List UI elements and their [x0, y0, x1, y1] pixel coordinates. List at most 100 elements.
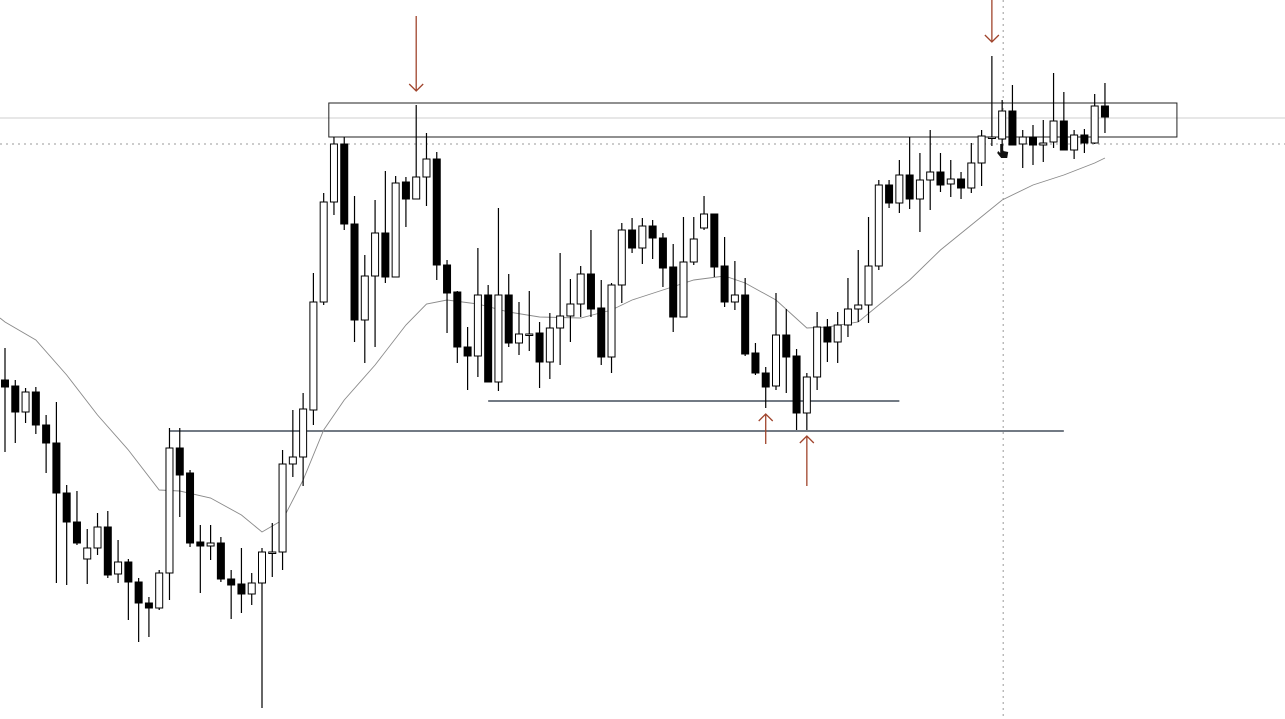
bullish-candle-body	[371, 232, 380, 277]
bullish-candle-body	[258, 551, 266, 584]
bullish-candle-body	[165, 447, 174, 574]
bullish-candle-body	[319, 201, 328, 303]
bearish-candle-body	[11, 385, 20, 413]
bullish-candle-body	[895, 174, 904, 204]
bearish-candle-body	[484, 294, 493, 383]
bearish-candle-body	[597, 307, 606, 358]
bearish-candle-body	[134, 581, 143, 604]
arrowhead-icon	[758, 413, 774, 422]
bearish-candle-body	[216, 542, 225, 580]
bullish-candle-body	[977, 135, 986, 164]
bullish-candle-body	[987, 136, 996, 139]
bearish-candle-body	[669, 266, 678, 318]
bearish-candle-body	[957, 178, 966, 189]
bearish-candle-body	[350, 223, 359, 321]
bullish-candle-body	[854, 304, 863, 310]
bearish-candle-body	[1059, 120, 1068, 151]
bearish-candle-body	[31, 391, 40, 426]
bearish-candle-body	[648, 225, 657, 239]
bullish-candle-body	[1070, 134, 1079, 151]
bullish-candle-body	[772, 334, 780, 387]
bearish-candle-body	[1029, 136, 1037, 146]
bullish-candle-body	[946, 178, 955, 185]
bearish-candle-body	[432, 158, 441, 266]
bullish-candle-body	[576, 273, 585, 305]
bullish-candle-body	[1049, 120, 1058, 143]
bullish-candle-body	[617, 229, 626, 286]
bullish-candle-body	[967, 162, 976, 189]
bearish-candle-body	[1080, 134, 1089, 144]
bullish-candle-body	[155, 572, 164, 609]
moving-average-line	[0, 157, 1106, 533]
bullish-candle-body	[473, 294, 482, 357]
bullish-candle-body	[278, 463, 287, 553]
bearish-candle-body	[463, 346, 472, 357]
bullish-candle-body	[545, 327, 554, 363]
bearish-candle-body	[453, 291, 462, 348]
bullish-candle-body	[422, 158, 431, 178]
arrowhead-icon	[799, 435, 815, 444]
bullish-candle-body	[288, 456, 297, 465]
bearish-candle-body	[1008, 110, 1017, 146]
bullish-candle-body	[689, 238, 698, 263]
arrowhead-icon	[984, 34, 1000, 43]
bearish-candle-body	[62, 492, 71, 523]
bullish-candle-body	[21, 391, 30, 413]
bearish-candle-body	[103, 526, 112, 576]
bullish-candle-body	[515, 333, 523, 344]
bullish-candle-body	[412, 176, 421, 200]
resistance-zone-rectangle	[328, 102, 1178, 138]
bearish-candle-body	[792, 355, 801, 414]
bullish-candle-body	[843, 308, 852, 326]
bullish-candle-body	[556, 315, 565, 329]
bearish-candle-body	[186, 472, 195, 544]
bearish-candle-body	[535, 332, 544, 363]
bullish-candle-body	[525, 333, 534, 336]
bullish-candle-body	[494, 294, 503, 383]
bullish-candle-body	[391, 182, 400, 278]
bearish-candle-body	[196, 541, 205, 547]
bullish-candle-body	[638, 225, 647, 249]
bullish-candle-body	[864, 265, 873, 306]
bearish-candle-body	[741, 294, 750, 355]
bearish-candle-body	[658, 237, 667, 269]
bearish-candle-body	[1100, 105, 1109, 118]
bearish-candle-body	[628, 229, 637, 249]
bearish-candle-body	[72, 521, 81, 544]
bullish-candle-body	[730, 294, 739, 303]
bearish-candle-body	[751, 352, 760, 374]
bullish-candle-body	[874, 184, 883, 267]
bullish-candle-body	[299, 408, 308, 458]
bullish-candle-body	[700, 213, 709, 229]
bearish-candle-body	[237, 583, 246, 595]
bullish-candle-body	[998, 110, 1007, 140]
bullish-candle-body	[93, 526, 102, 549]
bearish-candle-body	[782, 334, 791, 358]
bullish-candle-body	[329, 143, 338, 203]
arrowhead-icon	[408, 83, 424, 92]
bullish-candle-body	[915, 179, 924, 200]
bullish-candle-body	[247, 582, 256, 595]
bullish-candle-body	[1039, 142, 1048, 146]
bullish-candle-body	[1018, 136, 1027, 145]
bullish-candle-body	[802, 376, 811, 414]
hand-cursor-icon	[997, 144, 1009, 158]
bearish-candle-body	[144, 602, 153, 609]
bearish-candle-body	[710, 213, 719, 268]
bearish-candle-body	[340, 143, 349, 225]
bearish-candle-body	[905, 174, 914, 200]
bullish-candle-body	[833, 324, 842, 343]
bullish-candle-body	[83, 547, 92, 560]
bullish-candle-body	[566, 303, 575, 317]
bearish-candle-body	[175, 447, 184, 476]
bullish-candle-body	[309, 301, 318, 411]
bearish-candle-body	[586, 273, 595, 310]
bearish-candle-body	[227, 578, 236, 586]
bullish-candle-body	[607, 284, 616, 358]
bearish-candle-body	[124, 561, 133, 583]
bearish-candle-body	[443, 264, 452, 294]
bearish-candle-body	[1, 379, 9, 388]
bullish-candle-body	[268, 551, 277, 554]
bullish-candle-body	[813, 326, 822, 378]
